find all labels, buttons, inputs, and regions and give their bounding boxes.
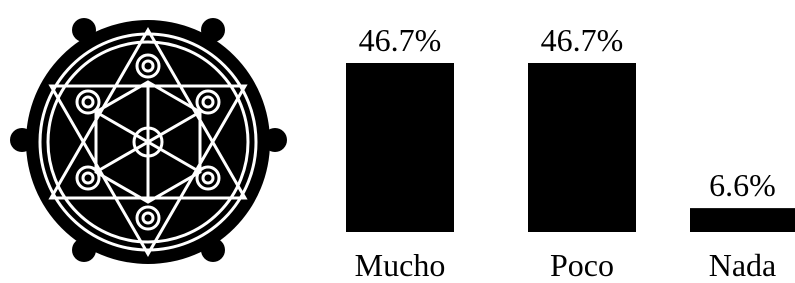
emblem — [10, 18, 287, 264]
category-label: Nada — [709, 247, 777, 283]
value-label: 46.7% — [541, 22, 624, 58]
bar — [690, 208, 795, 232]
category-label: Poco — [550, 247, 614, 283]
bar — [346, 63, 454, 232]
value-label: 46.7% — [359, 22, 442, 58]
value-label: 6.6% — [709, 167, 776, 203]
chart: 46.7% Mucho 46.7% Poco 6.6% Nada — [0, 0, 795, 283]
category-label: Mucho — [355, 247, 446, 283]
bar — [528, 63, 636, 232]
